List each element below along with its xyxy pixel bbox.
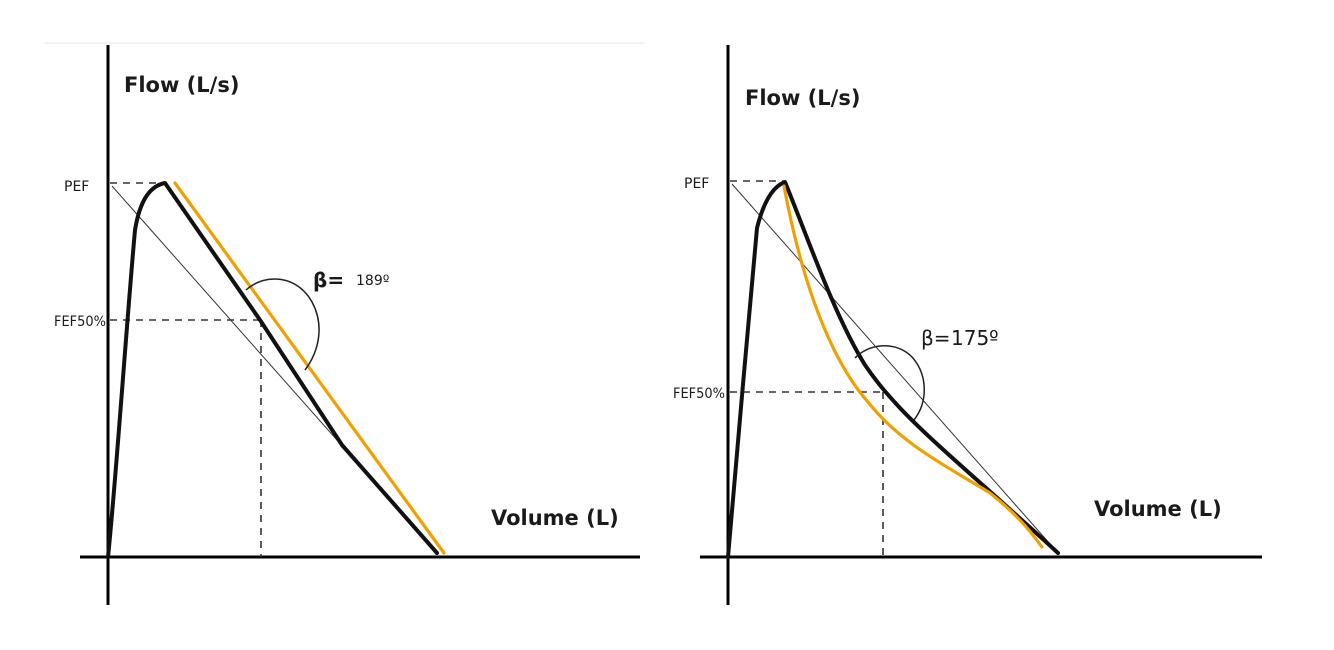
left-beta-symbol: β= [313,268,344,292]
left-beta-value: 189º [356,273,389,289]
left-fef50-label: FEF50% [54,314,106,330]
right-beta-symbol: β= [921,326,951,350]
left-x-axis-label: Volume (L) [491,506,619,530]
right-y-axis-label: Flow (L/s) [745,86,860,110]
left-tangent-line [173,181,446,555]
right-panel: Flow (L/s) Volume (L) PEF FEF50% β= 175º [673,45,1262,605]
right-fef50-label: FEF50% [673,386,725,402]
left-pef-label: PEF [64,179,89,195]
right-x-axis-label: Volume (L) [1094,497,1222,521]
left-flow-volume-curve [106,181,439,559]
right-reference-line [731,183,1059,554]
right-flow-volume-curve [726,180,1060,559]
right-pef-label: PEF [684,176,709,192]
left-beta-arc [245,278,320,371]
left-panel: Flow (L/s) Volume (L) PEF FEF50% β= 189º [54,45,640,605]
right-beta-value: 175º [951,326,999,350]
right-beta-arc [854,345,925,421]
right-tangent-curve [782,184,1044,549]
left-y-axis-label: Flow (L/s) [124,73,239,97]
